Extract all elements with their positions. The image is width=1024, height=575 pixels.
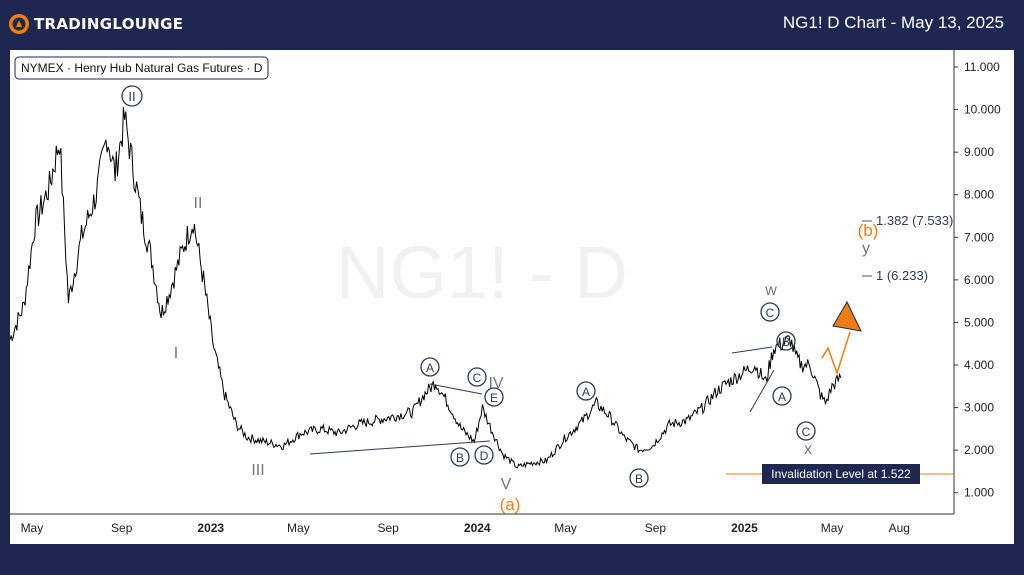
- wave-label-circled-C: C: [467, 367, 487, 387]
- svg-text:C: C: [766, 306, 775, 320]
- wave-label-b-orange: (b): [858, 221, 879, 240]
- price-chart: NG1! - D NYMEX · Henry Hub Natural Gas F…: [9, 50, 1001, 535]
- wave-label-circled-A: A: [772, 386, 792, 406]
- x-tick-label: Aug: [889, 521, 910, 535]
- wave-label-y: y: [862, 240, 870, 257]
- wave-label-V: V: [501, 476, 512, 493]
- brand-logo: TRADINGLOUNGE: [8, 13, 183, 35]
- logo-icon: [9, 14, 29, 34]
- circled-wave-labels: II A C E B D A B C B A C: [121, 85, 816, 488]
- x-tick-label: May: [554, 521, 577, 535]
- chart-panel: NG1! - D NYMEX · Henry Hub Natural Gas F…: [9, 50, 1014, 544]
- x-tick-label: 2023: [197, 521, 224, 535]
- wave-label-circled-C: C: [796, 421, 816, 441]
- chart-title: NG1! D Chart - May 13, 2025: [782, 13, 1004, 32]
- x-tick-label: May: [21, 521, 44, 535]
- symbol-label-box[interactable]: [14, 56, 269, 80]
- svg-text:II: II: [128, 89, 135, 104]
- wave-label-circled-C: C: [760, 302, 780, 322]
- y-tick-label: 3.000: [964, 401, 994, 415]
- svg-text:C: C: [473, 371, 482, 385]
- svg-text:B: B: [456, 451, 464, 465]
- wave-label-circled-B: B: [629, 468, 649, 488]
- svg-text:A: A: [582, 385, 590, 399]
- y-tick-label: 4.000: [964, 358, 994, 372]
- wedge-lower-trendline: [749, 369, 775, 413]
- y-tick-label: 11.000: [964, 60, 1000, 74]
- wave-label-circled-B: B: [450, 447, 470, 467]
- invalidation-box: [762, 464, 920, 484]
- x-tick-label: Sep: [645, 521, 667, 535]
- svg-text:B: B: [635, 472, 643, 486]
- price-series-line: [9, 106, 842, 469]
- x-tick-label: Sep: [378, 521, 400, 535]
- y-axis-ticks: 11.000 10.000 9.000 8.000 7.000 6.000 5.000 4.0…: [954, 60, 1001, 500]
- wave-label-IV: IV: [488, 375, 503, 392]
- x-axis-ticks: May Sep 2023 May Sep 2024 May Sep 2025 May Aug: [21, 521, 910, 535]
- triangle-upper-trendline: [429, 383, 483, 395]
- wave-label-I: I: [174, 345, 178, 362]
- fib-1382-label: 1.382 (7.533): [876, 213, 953, 228]
- y-tick-label: 7.000: [964, 230, 994, 244]
- wave-label-circled-II: II: [121, 85, 143, 107]
- svg-text:B: B: [782, 335, 790, 349]
- svg-text:D: D: [480, 449, 489, 463]
- x-tick-label: 2025: [731, 521, 758, 535]
- y-tick-label: 10.000: [964, 103, 1001, 117]
- x-tick-label: May: [821, 521, 844, 535]
- wave-label-circled-D: D: [474, 445, 494, 465]
- y-tick-label: 9.000: [964, 145, 994, 159]
- wedge-upper-trendline: [731, 346, 773, 354]
- invalidation-label: Invalidation Level at 1.522: [771, 467, 911, 481]
- projection-path: [821, 331, 851, 376]
- logo-text: TRADINGLOUNGE: [34, 15, 184, 33]
- wave-label-II: II: [194, 195, 203, 212]
- x-tick-label: Sep: [111, 521, 133, 535]
- svg-text:A: A: [778, 390, 786, 404]
- wave-label-x: x: [804, 441, 812, 458]
- x-tick-label: May: [287, 521, 310, 535]
- wave-label-circled-E: E: [484, 387, 504, 407]
- y-tick-label: 2.000: [964, 443, 994, 457]
- triangle-lower-trendline: [309, 440, 491, 455]
- x-tick-label: 2024: [464, 521, 491, 535]
- wave-label-circled-A: A: [576, 381, 596, 401]
- fib-1-label: 1 (6.233): [876, 268, 928, 283]
- y-tick-label: 6.000: [964, 273, 994, 287]
- plain-wave-labels: II I III IV V w x y: [174, 195, 870, 493]
- y-tick-label: 8.000: [964, 188, 994, 202]
- wave-label-circled-A: A: [420, 357, 440, 377]
- header-bar: TRADINGLOUNGE NG1! D Chart - May 13, 202…: [0, 0, 1024, 46]
- wave-label-III: III: [251, 462, 264, 479]
- chart-watermark: NG1! - D: [336, 231, 628, 314]
- wave-label-w: w: [764, 282, 777, 299]
- y-tick-label: 5.000: [964, 315, 994, 329]
- svg-text:C: C: [802, 425, 811, 439]
- svg-text:E: E: [490, 391, 498, 405]
- wave-label-circled-B: B: [776, 331, 796, 351]
- projection-arrow-icon: [832, 300, 862, 332]
- wave-label-a-orange: (a): [500, 495, 521, 514]
- svg-text:A: A: [426, 361, 434, 375]
- y-tick-label: 1.000: [964, 486, 994, 500]
- symbol-label: NYMEX · Henry Hub Natural Gas Futures · …: [21, 61, 263, 75]
